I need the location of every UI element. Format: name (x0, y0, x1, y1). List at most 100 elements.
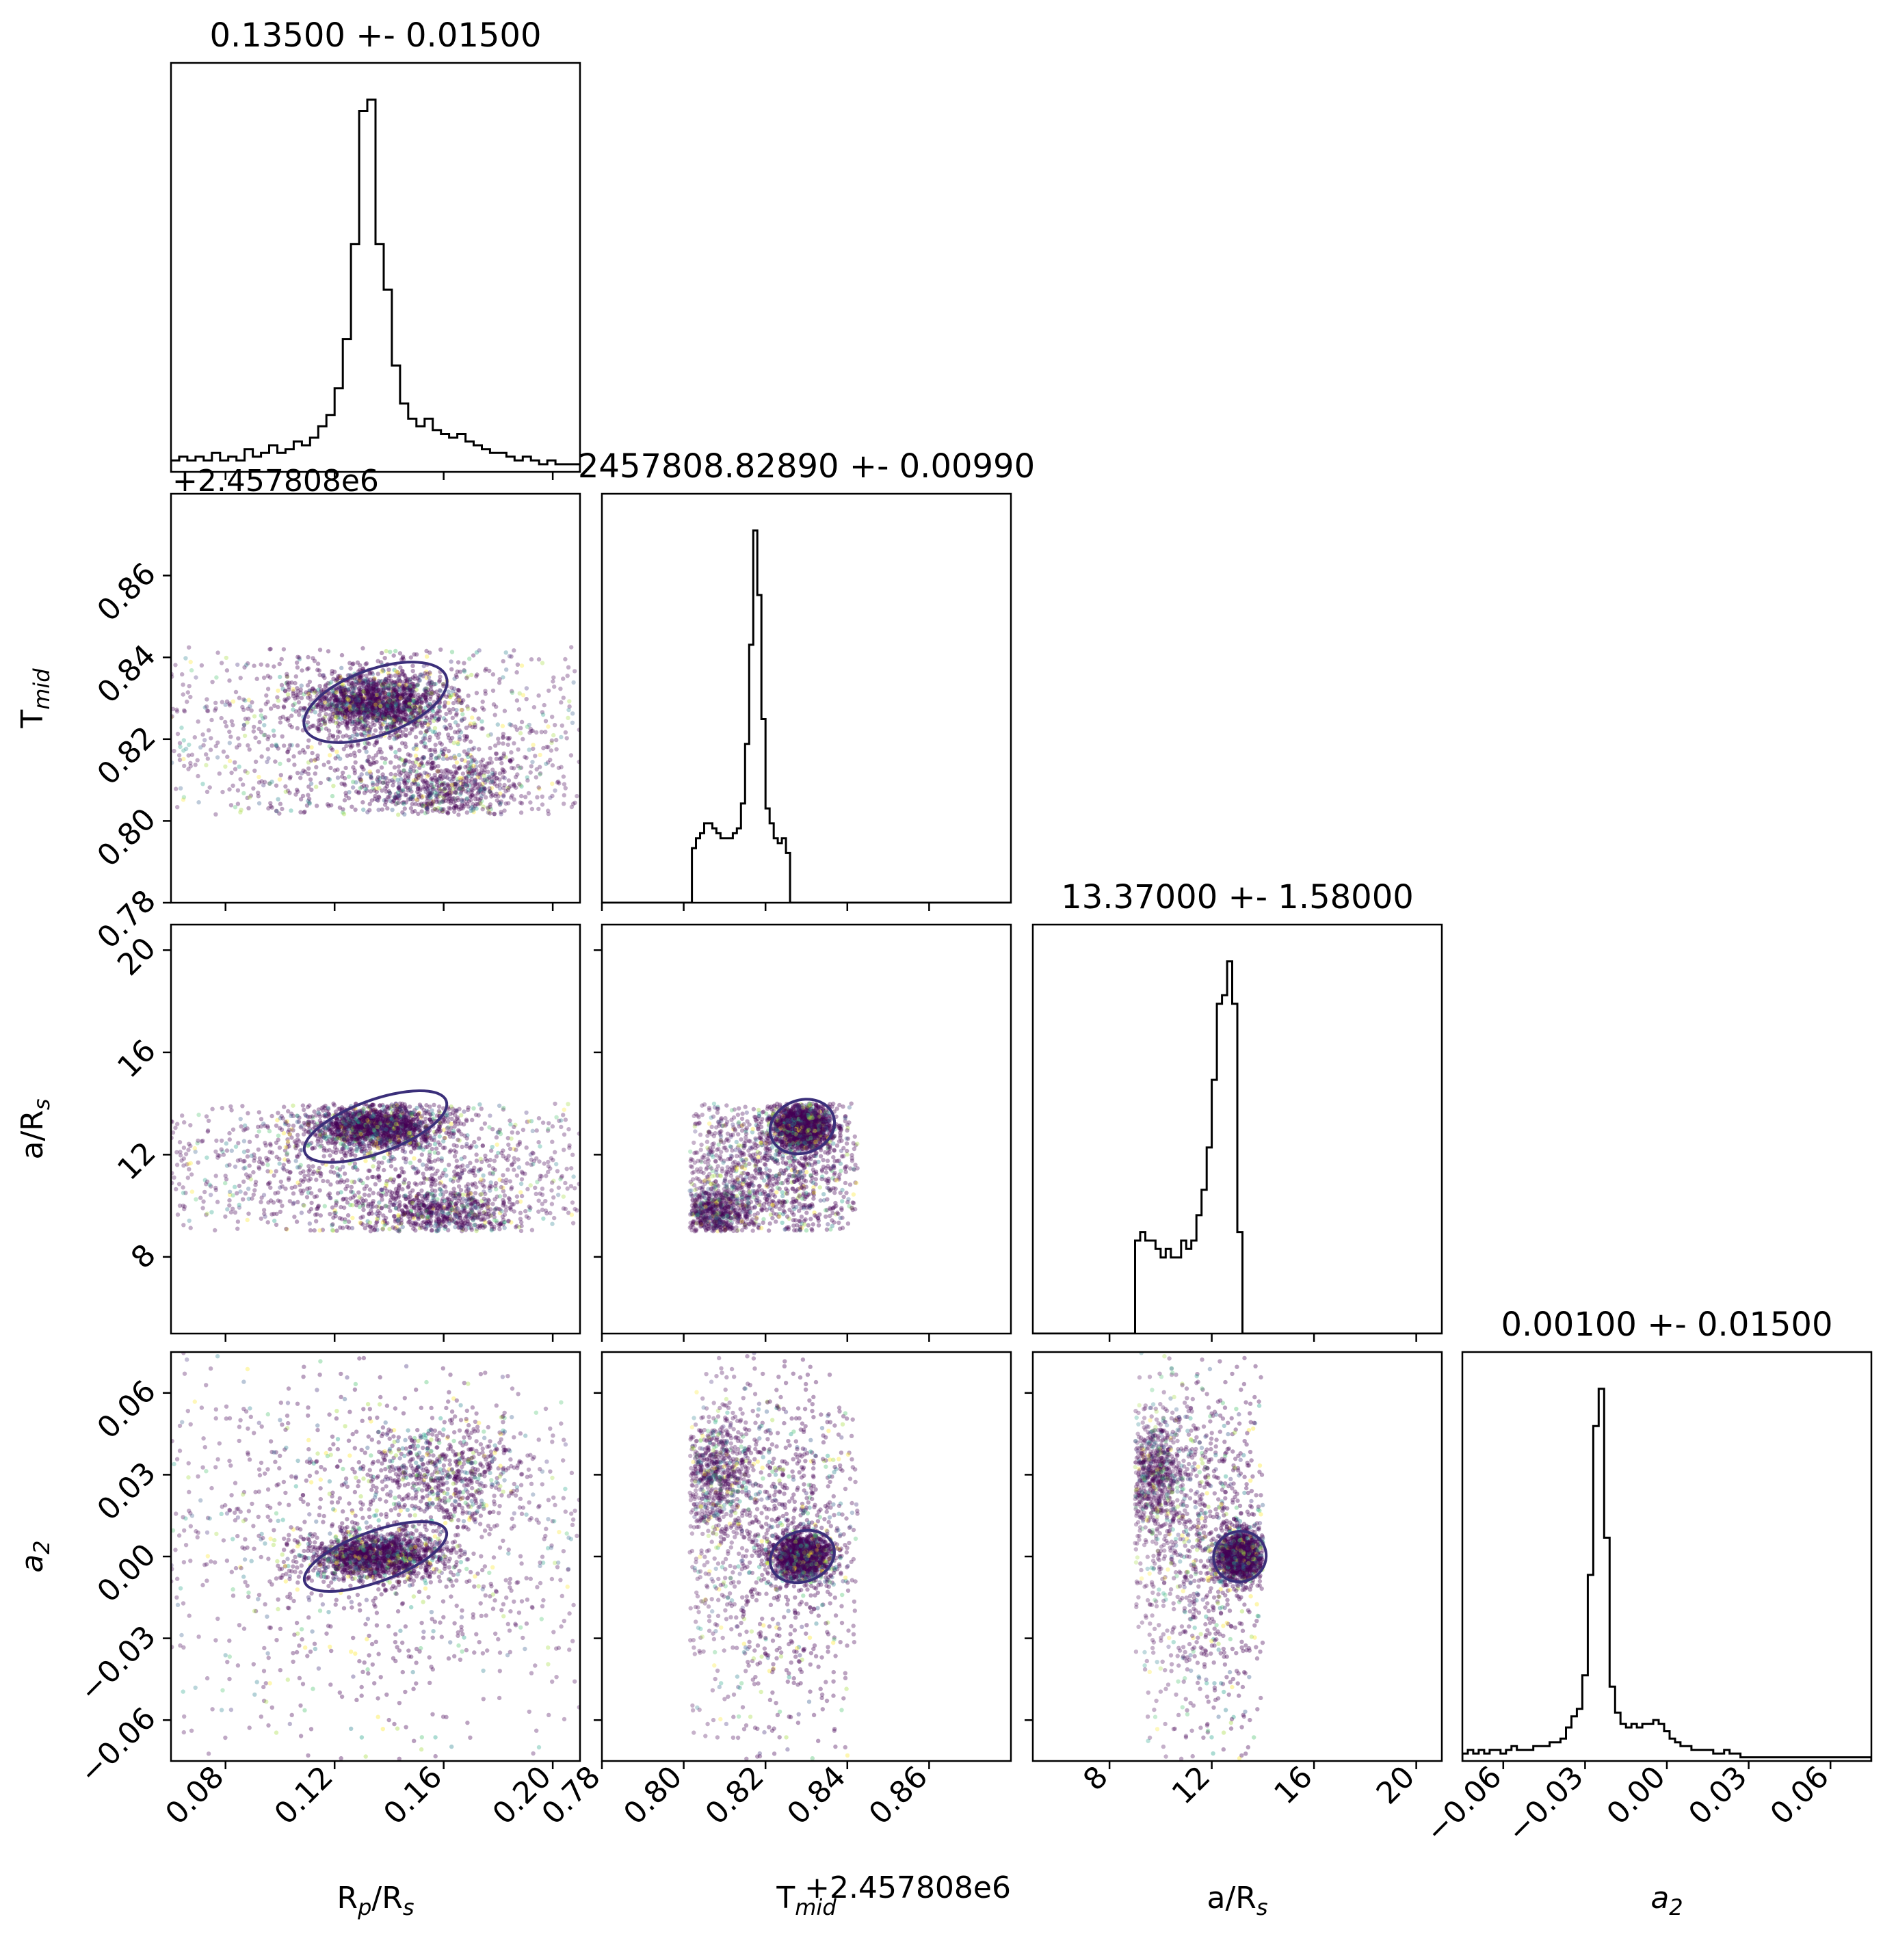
sample-point (381, 688, 386, 693)
sample-point (452, 676, 457, 681)
sample-point (345, 1200, 350, 1205)
sample-point (365, 1128, 370, 1134)
sample-point (425, 692, 430, 698)
sample-point (414, 1105, 419, 1111)
sample-point (384, 789, 389, 794)
sample-point (482, 773, 486, 778)
sample-point (287, 680, 292, 685)
sample-point (384, 1192, 389, 1197)
sample-point (361, 711, 366, 716)
sample-point (343, 702, 348, 707)
sample-point (419, 740, 424, 745)
sample-point (391, 723, 397, 728)
sample-point (334, 704, 339, 709)
sample-point (471, 1218, 475, 1223)
sample-point (324, 695, 328, 700)
sample-point (265, 687, 271, 691)
sample-point (447, 791, 452, 795)
sample-point (367, 730, 372, 734)
sample-point (205, 708, 211, 713)
sample-point (315, 702, 320, 707)
sample-point (386, 686, 391, 691)
sample-point (248, 793, 253, 798)
sample-point (418, 1143, 423, 1148)
sample-point (351, 680, 356, 685)
sample-point (387, 715, 392, 719)
sample-point (382, 719, 387, 725)
sample-point (379, 1113, 384, 1117)
sample-point (501, 1173, 505, 1178)
sample-point (510, 690, 515, 695)
sample-point (389, 760, 393, 765)
histogram-T_mid (602, 529, 1011, 903)
sample-point (438, 787, 443, 792)
sample-point (454, 711, 459, 716)
sample-point (347, 704, 353, 709)
sample-point (364, 1115, 369, 1120)
sample-point (384, 706, 389, 711)
sample-point (364, 713, 369, 718)
sample-point (379, 750, 384, 755)
sample-point (380, 772, 385, 777)
sample-point (470, 1215, 475, 1220)
sample-point (338, 706, 343, 712)
sample-point (393, 717, 398, 721)
sample-point (489, 1184, 494, 1189)
sample-point (356, 704, 361, 709)
sample-point (174, 709, 180, 714)
sample-point (360, 1204, 366, 1208)
sample-point (429, 803, 434, 808)
sample-point (437, 679, 442, 684)
sample-point (415, 682, 420, 687)
sample-point (356, 1117, 361, 1123)
sample-point (382, 1120, 387, 1126)
sample-point (379, 1206, 384, 1210)
sample-point (342, 691, 347, 696)
sample-point (370, 1120, 375, 1126)
sample-point (377, 718, 382, 724)
sample-point (367, 688, 372, 693)
sample-point (263, 715, 267, 720)
sample-point (350, 690, 355, 696)
sample-point (447, 793, 452, 798)
sample-point (380, 721, 386, 727)
sample-point (363, 724, 368, 728)
sample-point (408, 753, 413, 758)
sample-point (437, 791, 442, 797)
sample-point (325, 802, 330, 807)
sample-point (371, 713, 376, 717)
sample-point (508, 1179, 512, 1184)
sample-point (444, 754, 449, 758)
sample-point (276, 688, 280, 693)
sample-point (406, 685, 412, 689)
sample-point (306, 1143, 311, 1149)
sample-point (394, 1194, 399, 1199)
sample-point (409, 1124, 414, 1129)
sample-point (273, 759, 278, 764)
sample-point (368, 1117, 373, 1122)
sample-point (285, 682, 290, 687)
sample-point (492, 1211, 497, 1216)
sample-point (492, 770, 497, 776)
sample-point (344, 695, 349, 700)
sample-point (362, 715, 367, 720)
sample-point (463, 783, 468, 788)
sample-point (388, 707, 393, 712)
histogram-R_p/R_s (171, 98, 580, 472)
sample-point (361, 706, 366, 711)
sample-point (296, 700, 302, 705)
sample-point (472, 786, 477, 791)
sample-point (392, 1133, 397, 1139)
sample-point (370, 703, 376, 708)
sample-point (356, 741, 360, 746)
sample-point (331, 1137, 336, 1142)
sample-point (395, 702, 400, 707)
sample-point (446, 1131, 451, 1137)
sample-point (364, 1126, 369, 1132)
sample-point (358, 777, 363, 782)
sample-point (214, 1138, 219, 1143)
sample-point (386, 713, 392, 718)
sample-point (395, 679, 399, 684)
sample-point (333, 1210, 338, 1215)
sample-point (322, 700, 328, 705)
